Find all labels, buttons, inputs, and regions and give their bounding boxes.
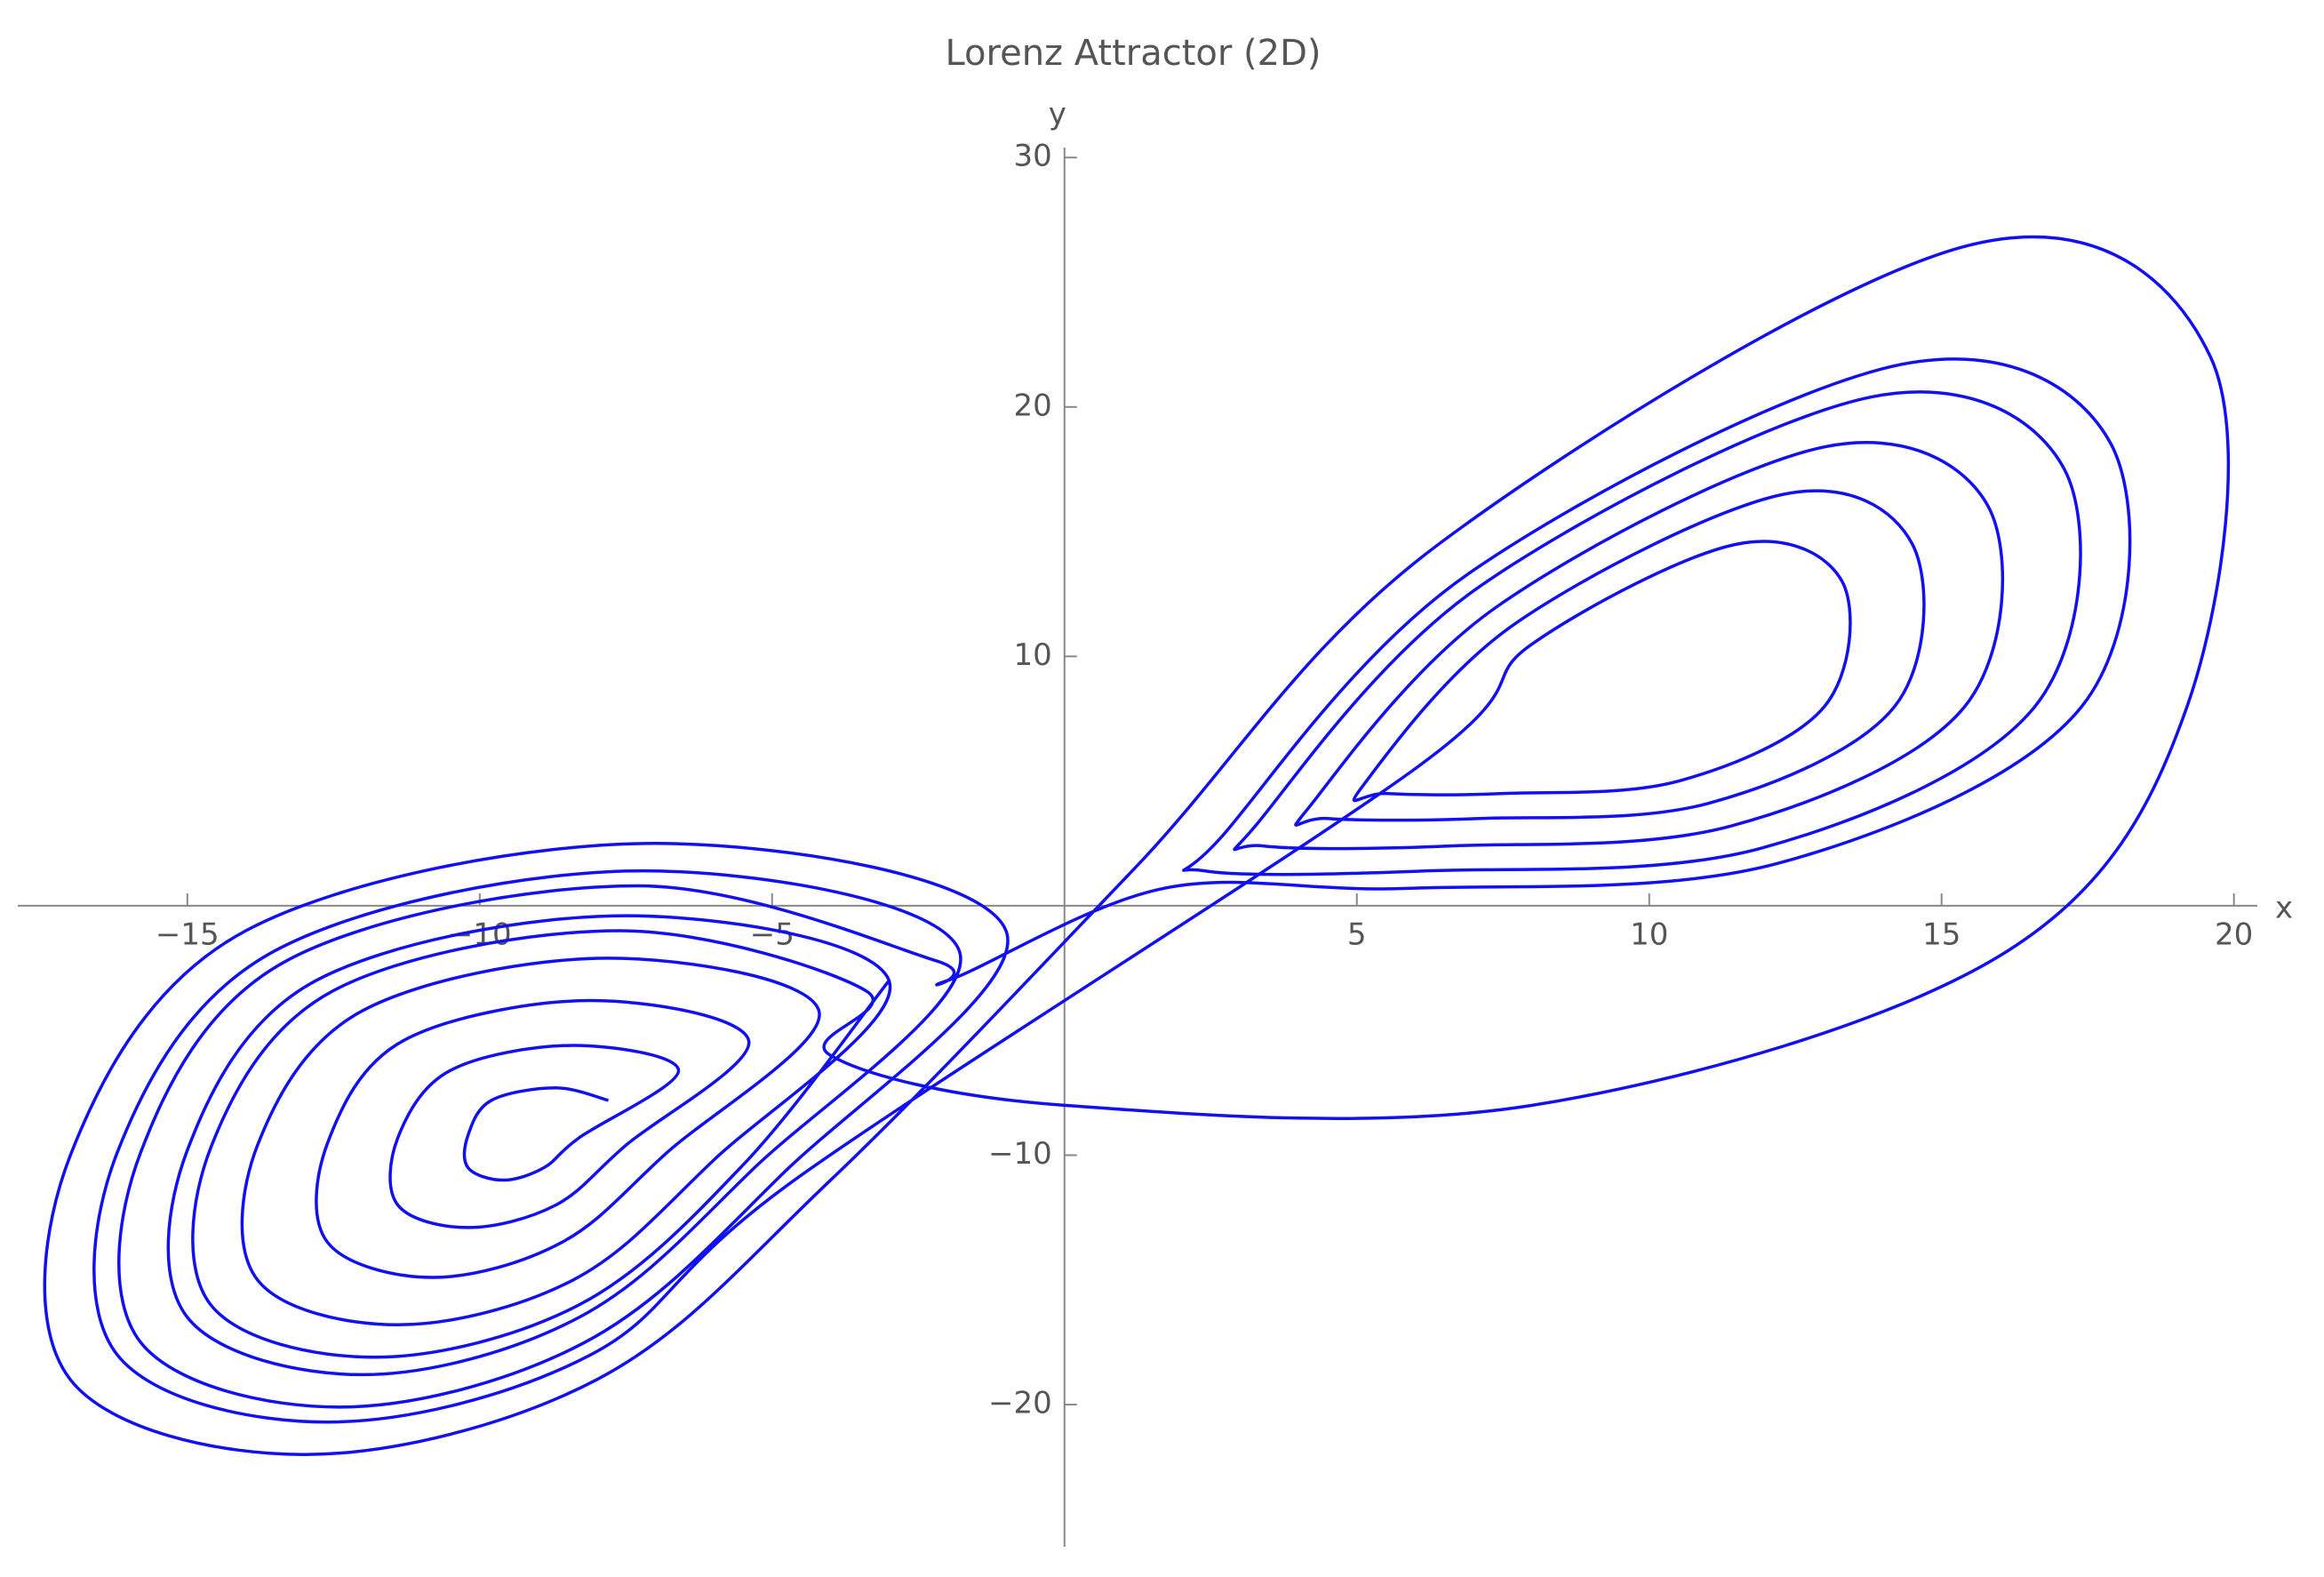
y-tick-label: 20 [1013,388,1051,423]
chart-title: Lorenz Attractor (2D) [945,33,1321,74]
x-tick-label: −5 [750,917,795,952]
x-tick-label: −15 [156,917,220,952]
y-tick-label: 30 [1013,139,1051,174]
y-tick-label: −10 [988,1136,1052,1172]
x-axis-label: x [2275,890,2293,925]
x-tick-label: 5 [1347,917,1367,952]
x-tick-label: 10 [1630,917,1668,952]
y-axis-label: y [1049,97,1066,132]
y-tick-label: −20 [988,1386,1052,1421]
y-tick-label: 10 [1013,637,1051,673]
x-tick-label: 20 [2215,917,2253,952]
trajectory [43,235,2231,1456]
x-tick-label: 15 [1922,917,1961,952]
